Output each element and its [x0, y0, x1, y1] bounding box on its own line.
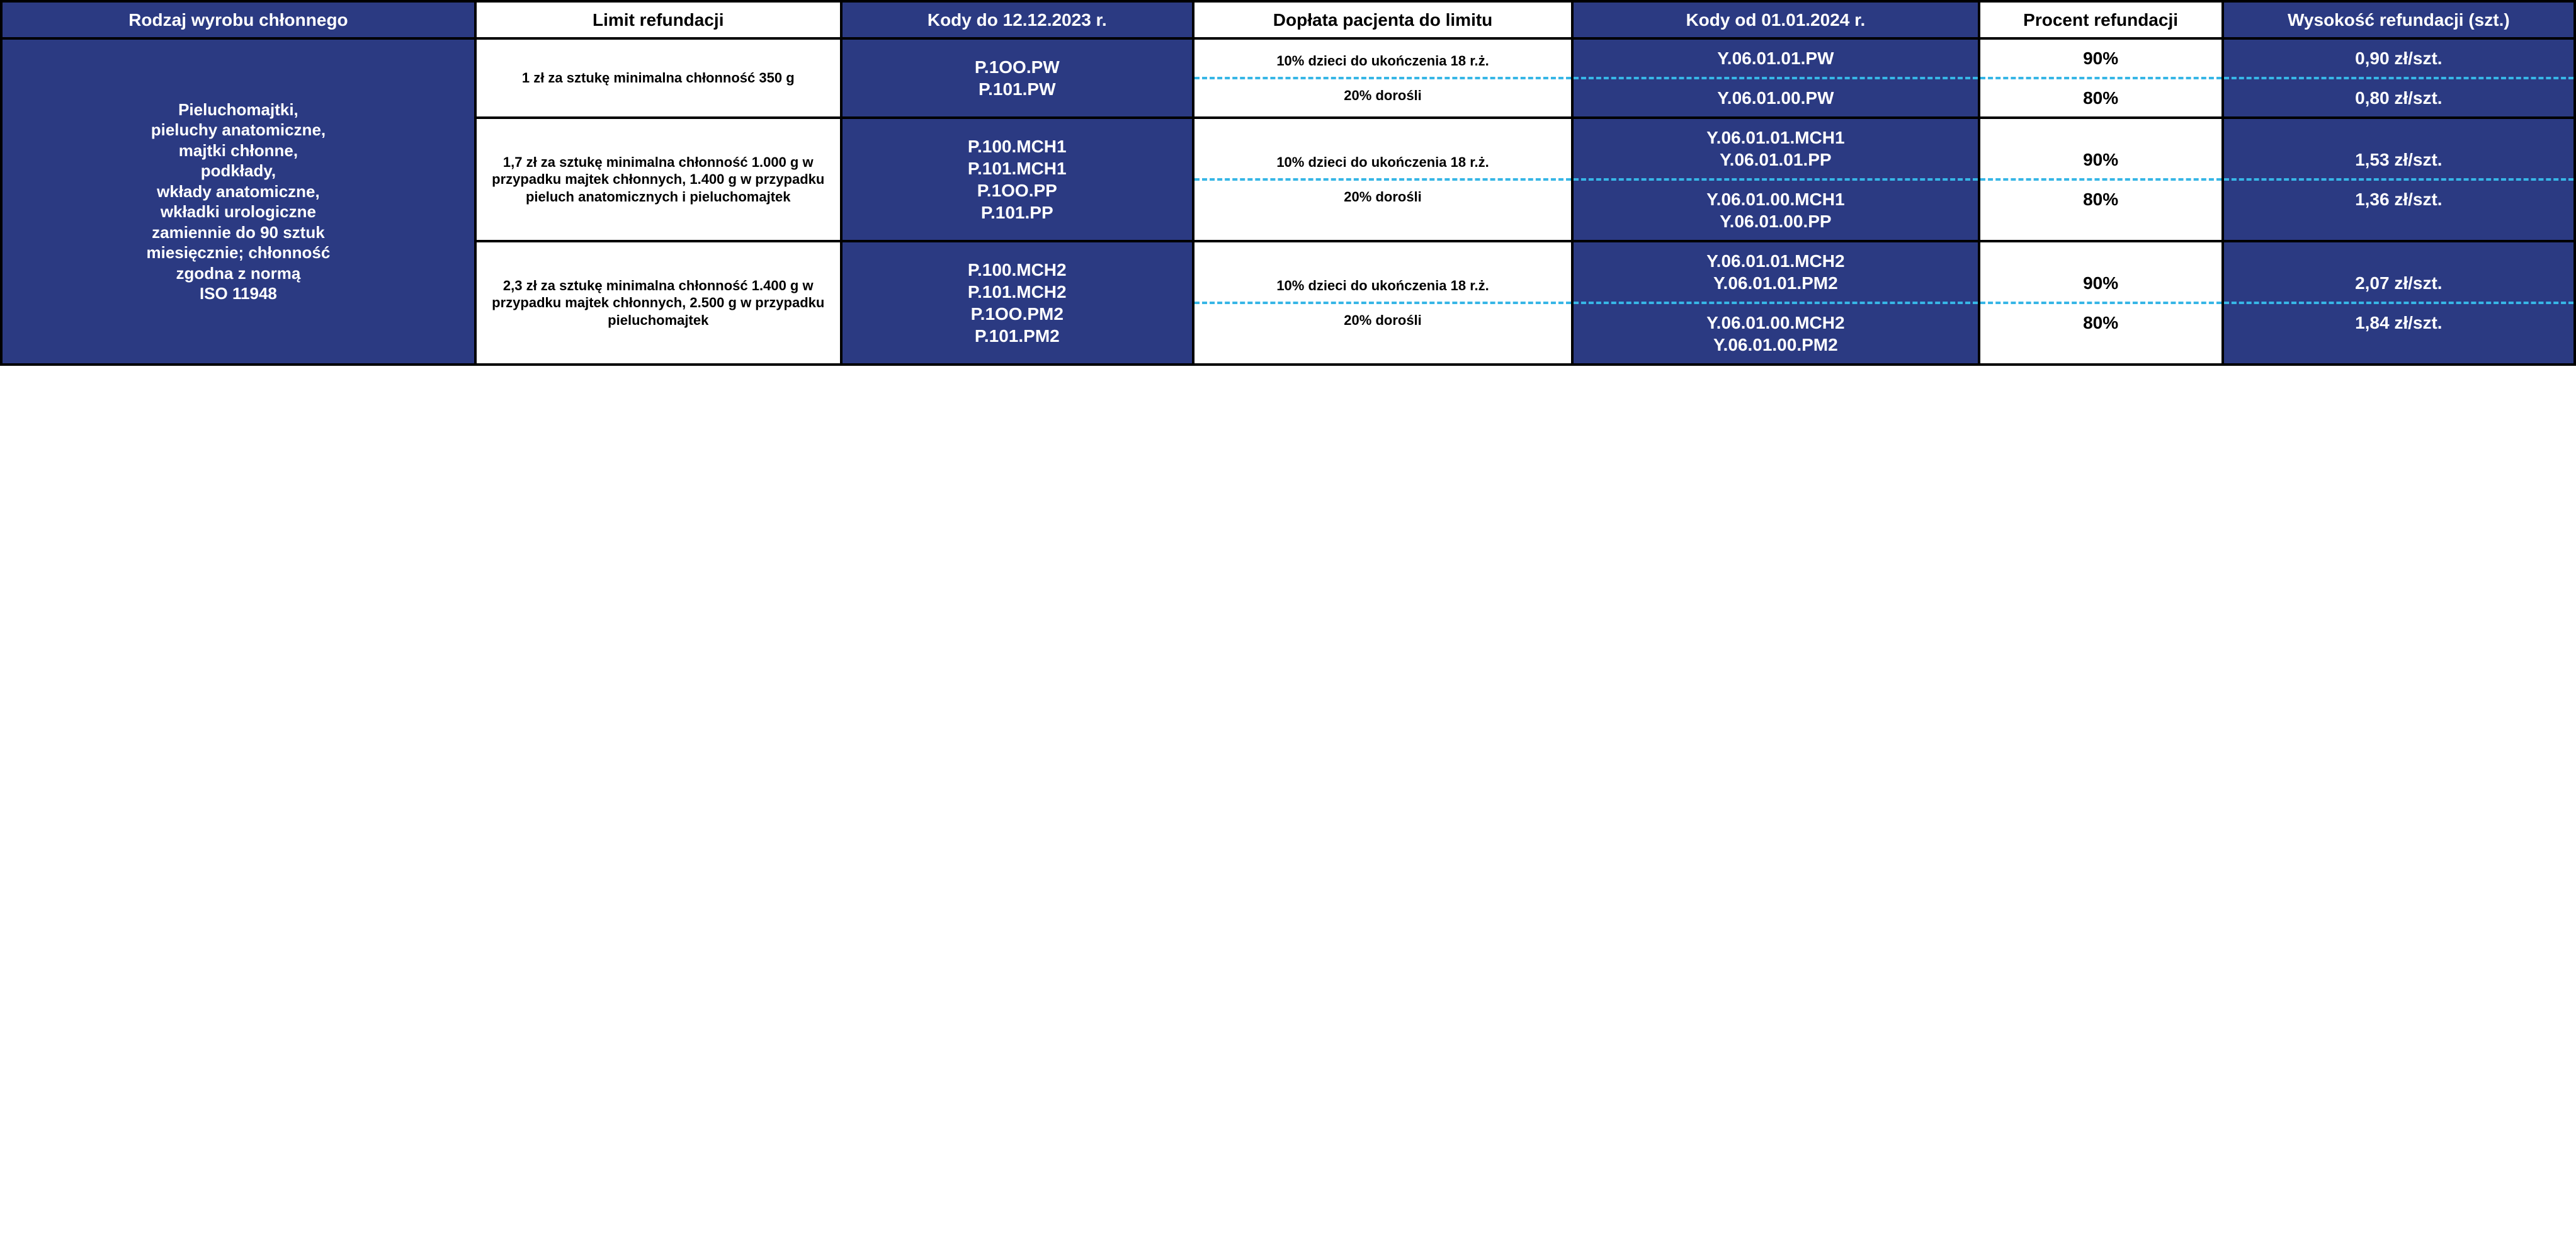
- cell-codes-new: Y.06.01.01.MCH1Y.06.01.01.PPY.06.01.00.M…: [1572, 118, 1978, 241]
- doplata-top: 10% dzieci do ukończenia 18 r.ż.: [1194, 146, 1571, 181]
- cell-wysokosc: 2,07 zł/szt.1,84 zł/szt.: [2223, 241, 2575, 365]
- table-body: Pieluchomajtki,pieluchy anatomiczne,majt…: [1, 38, 2575, 365]
- codes-new-bot: Y.06.01.00.MCH2Y.06.01.00.PM2: [1574, 304, 1977, 363]
- cell-wysokosc: 1,53 zł/szt.1,36 zł/szt.: [2223, 118, 2575, 241]
- col-header-procent: Procent refundacji: [1979, 1, 2223, 38]
- codes-new-bot: Y.06.01.00.PW: [1574, 79, 1977, 116]
- wysokosc-bot: 1,84 zł/szt.: [2224, 304, 2573, 341]
- cell-limit: 1 zł za sztukę minimalna chłonność 350 g: [475, 38, 841, 118]
- doplata-top: 10% dzieci do ukończenia 18 r.ż.: [1194, 269, 1571, 305]
- procent-top: 90%: [1980, 264, 2221, 304]
- doplata-top: 10% dzieci do ukończenia 18 r.ż.: [1194, 45, 1571, 80]
- cell-procent: 90%80%: [1979, 38, 2223, 118]
- wysokosc-top: 0,90 zł/szt.: [2224, 40, 2573, 79]
- cell-codes-old: P.100.MCH1P.101.MCH1P.1OO.PPP.101.PP: [841, 118, 1193, 241]
- col-header-kody-do: Kody do 12.12.2023 r.: [841, 1, 1193, 38]
- table-row: Pieluchomajtki,pieluchy anatomiczne,majt…: [1, 38, 2575, 118]
- codes-new-top: Y.06.01.01.MCH1Y.06.01.01.PP: [1574, 119, 1977, 181]
- cell-limit: 2,3 zł za sztukę minimalna chłonność 1.4…: [475, 241, 841, 365]
- cell-doplata: 10% dzieci do ukończenia 18 r.ż.20% doro…: [1193, 38, 1572, 118]
- wysokosc-bot: 1,36 zł/szt.: [2224, 181, 2573, 218]
- cell-codes-new: Y.06.01.01.MCH2Y.06.01.01.PM2Y.06.01.00.…: [1572, 241, 1978, 365]
- cell-wysokosc: 0,90 zł/szt.0,80 zł/szt.: [2223, 38, 2575, 118]
- doplata-bot: 20% dorośli: [1194, 181, 1571, 213]
- doplata-bot: 20% dorośli: [1194, 79, 1571, 112]
- cell-codes-old: P.1OO.PWP.101.PW: [841, 38, 1193, 118]
- cell-doplata: 10% dzieci do ukończenia 18 r.ż.20% doro…: [1193, 241, 1572, 365]
- rowgroup-label: Pieluchomajtki,pieluchy anatomiczne,majt…: [1, 38, 475, 365]
- cell-limit: 1,7 zł za sztukę minimalna chłonność 1.0…: [475, 118, 841, 241]
- cell-codes-new: Y.06.01.01.PWY.06.01.00.PW: [1572, 38, 1978, 118]
- codes-new-bot: Y.06.01.00.MCH1Y.06.01.00.PP: [1574, 181, 1977, 240]
- cell-doplata: 10% dzieci do ukończenia 18 r.ż.20% doro…: [1193, 118, 1572, 241]
- wysokosc-top: 1,53 zł/szt.: [2224, 141, 2573, 181]
- col-header-limit: Limit refundacji: [475, 1, 841, 38]
- col-header-kody-od: Kody od 01.01.2024 r.: [1572, 1, 1978, 38]
- doplata-bot: 20% dorośli: [1194, 304, 1571, 337]
- col-header-rodzaj: Rodzaj wyrobu chłonnego: [1, 1, 475, 38]
- procent-bot: 80%: [1980, 304, 2221, 341]
- procent-top: 90%: [1980, 40, 2221, 79]
- cell-procent: 90%80%: [1979, 118, 2223, 241]
- wysokosc-top: 2,07 zł/szt.: [2224, 264, 2573, 304]
- col-header-wysokosc: Wysokość refundacji (szt.): [2223, 1, 2575, 38]
- cell-codes-old: P.100.MCH2P.101.MCH2P.1OO.PM2P.101.PM2: [841, 241, 1193, 365]
- codes-new-top: Y.06.01.01.MCH2Y.06.01.01.PM2: [1574, 242, 1977, 304]
- refund-table: Rodzaj wyrobu chłonnego Limit refundacji…: [0, 0, 2576, 366]
- col-header-doplata: Dopłata pacjenta do limitu: [1193, 1, 1572, 38]
- procent-bot: 80%: [1980, 79, 2221, 116]
- table-header: Rodzaj wyrobu chłonnego Limit refundacji…: [1, 1, 2575, 38]
- codes-new-top: Y.06.01.01.PW: [1574, 40, 1977, 79]
- procent-bot: 80%: [1980, 181, 2221, 218]
- wysokosc-bot: 0,80 zł/szt.: [2224, 79, 2573, 116]
- procent-top: 90%: [1980, 141, 2221, 181]
- cell-procent: 90%80%: [1979, 241, 2223, 365]
